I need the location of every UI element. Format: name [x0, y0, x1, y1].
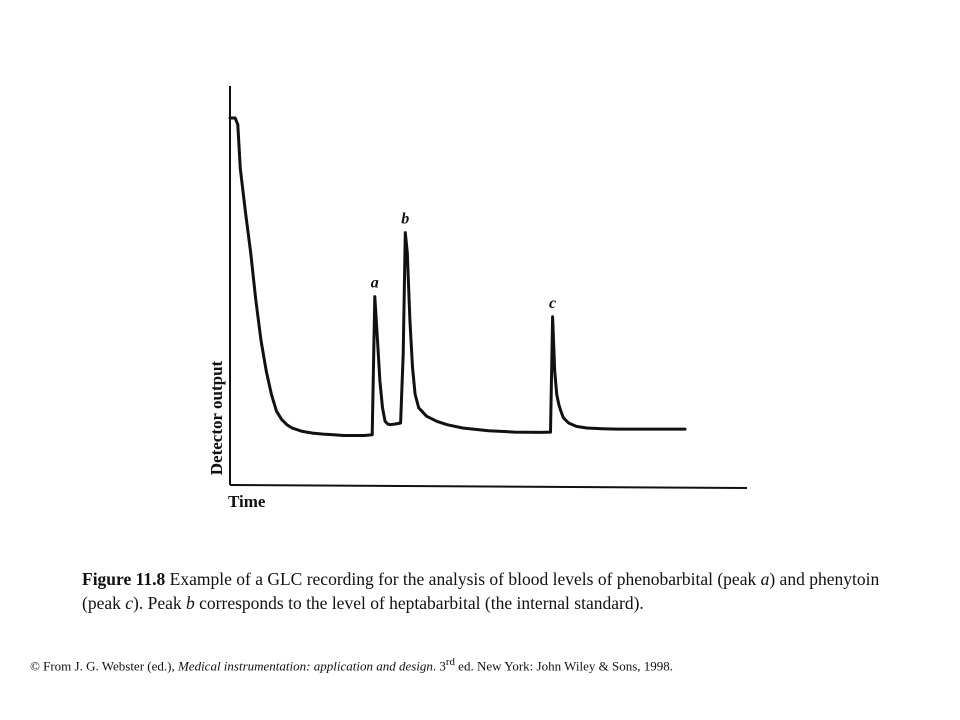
series-layer: [228, 116, 687, 437]
credit-superscript: rd: [445, 656, 455, 668]
caption-peak-a: a: [760, 569, 770, 589]
chromatogram-trace-0: [228, 116, 687, 437]
glc-chart: Detector output Time a b c: [207, 86, 748, 511]
peak-labels: a b c: [371, 211, 556, 312]
x-axis-line: [229, 484, 748, 489]
peak-label-a: a: [371, 275, 379, 292]
caption-peak-c: c: [125, 593, 134, 613]
peak-label-b: b: [401, 211, 409, 228]
caption-text-3: ). Peak: [133, 593, 187, 613]
credit-book-title: Medical instrumentation: application and…: [177, 658, 433, 674]
caption-text-2: ) and phenytoin (peak: [82, 569, 880, 613]
figure-number: Figure 11.8: [82, 569, 166, 589]
credit-prefix: © From J. G. Webster (ed.),: [30, 658, 178, 674]
figure-caption: Figure 11.8 Example of a GLC recording f…: [82, 567, 902, 615]
caption-text-1: Example of a GLC recording for the analy…: [165, 569, 761, 589]
credit-suffix: ed. New York: John Wiley & Sons, 1998.: [454, 658, 674, 674]
credit-middle: . 3: [432, 658, 446, 674]
peak-label-c: c: [549, 295, 556, 312]
caption-text-4: corresponds to the level of heptabarbita…: [194, 593, 644, 613]
y-axis-label: Detector output: [207, 360, 226, 475]
source-credit: © From J. G. Webster (ed.), Medical inst…: [30, 656, 940, 674]
caption-peak-b: b: [186, 593, 195, 613]
axes: [229, 86, 748, 489]
x-axis-label: Time: [228, 492, 266, 511]
